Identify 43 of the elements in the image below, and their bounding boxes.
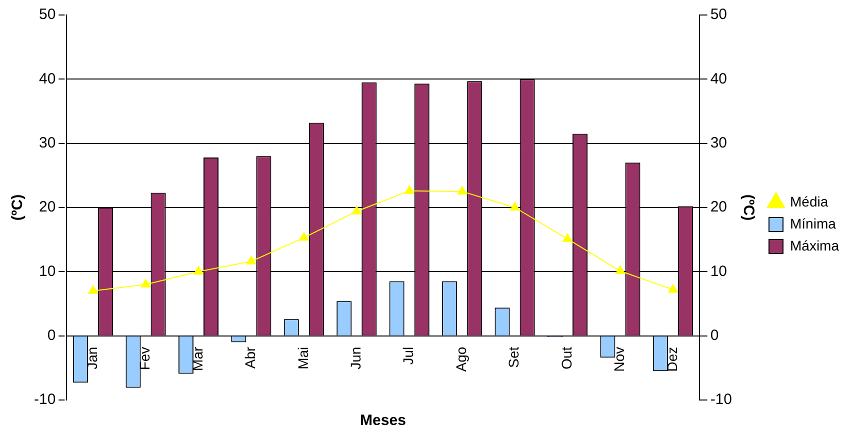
y-tick-label: 50 (38, 6, 56, 24)
x-tick-label: Nov (611, 346, 628, 372)
x-tick-label: Mar (189, 346, 206, 371)
y-tick-label: -10 (34, 391, 56, 408)
y-tick-label: 30 (38, 134, 56, 152)
point (352, 206, 362, 214)
x-tick-label: Jul (400, 346, 416, 365)
x-tick-label: Abr (242, 346, 258, 369)
x-tick-label: Out (558, 346, 574, 370)
point (668, 284, 678, 293)
y-axis-title: (ºC) (9, 194, 26, 221)
x-tick-label: Jun (347, 346, 364, 370)
y2-tick-label: -10 (710, 391, 732, 408)
y-tick-label: 20 (38, 198, 56, 216)
legend-label: Máxima (790, 237, 840, 254)
point (457, 186, 467, 194)
y2-tick-label: 30 (710, 134, 727, 152)
point (194, 266, 204, 275)
x-tick-label: Jan (84, 346, 100, 370)
y2-tick-label: 20 (710, 198, 727, 216)
point (404, 185, 414, 194)
x-axis-title: Meses (360, 412, 406, 430)
y-tick-label: 0 (47, 326, 56, 344)
y2-tick-label: 10 (710, 262, 727, 280)
point (299, 232, 309, 241)
y2-tick-label: 50 (710, 6, 727, 24)
point (140, 279, 151, 288)
legend-label: Mínima (790, 215, 836, 232)
x-tick-label: Ago (452, 346, 469, 372)
x-tick-label: Dez (664, 346, 680, 372)
point (246, 256, 256, 264)
y2-tick-label: 0 (710, 326, 719, 344)
point (88, 285, 98, 294)
legend-label: Média (790, 193, 828, 210)
y-tick-label: 40 (38, 70, 56, 88)
x-tick-label: Mai (294, 346, 311, 370)
x-tick-label: Set (506, 346, 522, 368)
point (615, 266, 626, 274)
y2-axis-title: (ºC) (740, 194, 757, 221)
point (510, 202, 520, 210)
y-tick-label: 10 (38, 262, 56, 280)
point (562, 233, 572, 242)
y2-tick-label: 40 (710, 70, 727, 88)
